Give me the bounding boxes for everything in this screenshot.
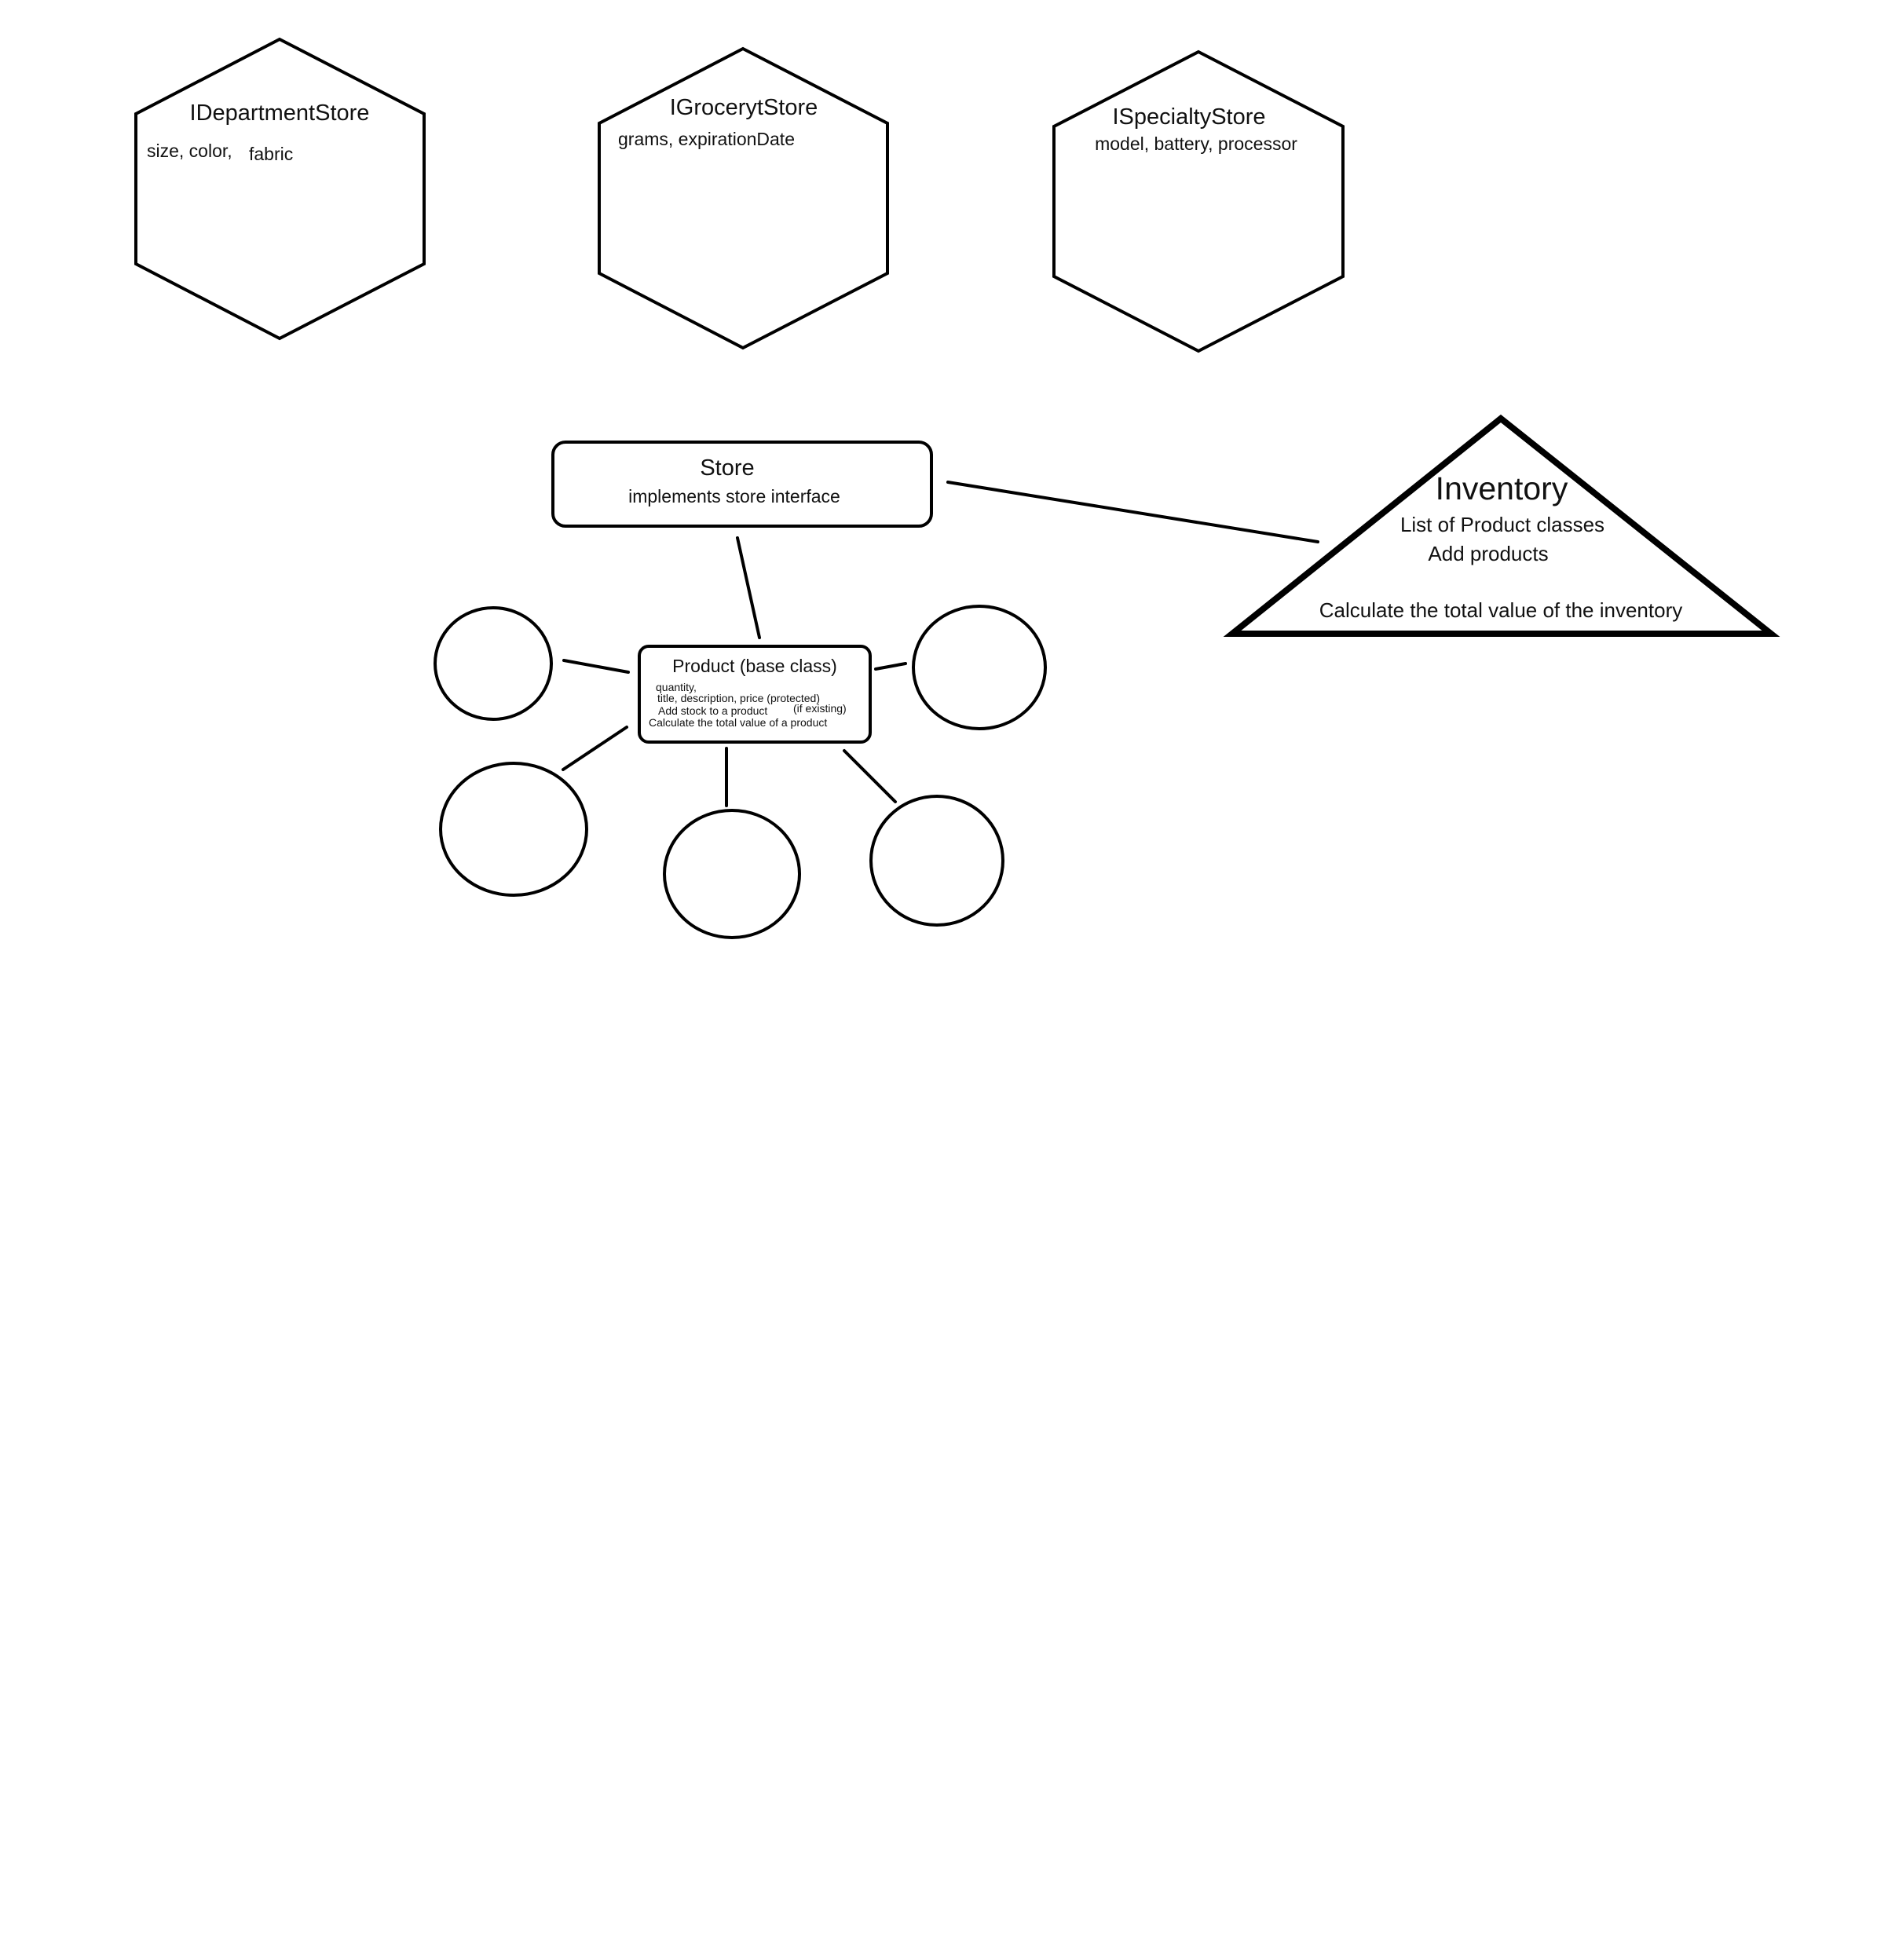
subclass-circle xyxy=(663,809,801,939)
store-title: Store xyxy=(700,455,754,481)
product-line: title, description, price (protected) xyxy=(657,692,820,704)
product-box xyxy=(638,645,872,744)
interface-attributes: grams, expirationDate xyxy=(618,129,795,149)
inventory-title: Inventory xyxy=(1436,470,1568,506)
product-line: quantity, xyxy=(656,681,697,693)
interface-attributes-extra: fabric xyxy=(249,144,293,164)
store-inventory-connector xyxy=(946,481,1319,543)
interface-name: ISpecialtyStore xyxy=(1112,104,1265,130)
inventory-triangle xyxy=(1223,414,1780,637)
inventory-line: List of Product classes xyxy=(1400,513,1604,536)
store-box xyxy=(551,441,933,528)
subclass-circle xyxy=(912,605,1047,730)
product-line-note: (if existing) xyxy=(793,702,847,715)
product-class: Product (base class) quantity, title, de… xyxy=(638,645,872,744)
interface-idepartmentstore: IDepartmentStore size, color, fabric xyxy=(134,37,426,341)
subclass-circle xyxy=(434,606,553,721)
product-subclass-connector xyxy=(843,749,897,803)
product-line: Calculate the total value of a product xyxy=(649,716,827,729)
product-subclass-connector xyxy=(562,726,628,771)
interface-name: IDepartmentStore xyxy=(190,101,370,126)
product-line: Add stock to a product xyxy=(658,704,767,717)
product-subclass-connector xyxy=(562,659,630,674)
product-title: Product (base class) xyxy=(672,656,837,676)
subclass-circle xyxy=(439,762,588,897)
interface-ispecialtystore: ISpecialtyStore model, battery, processo… xyxy=(1052,49,1345,353)
interface-attributes: model, battery, processor xyxy=(1095,133,1297,154)
interface-igrocerytstore: IGrocerytStore grams, expirationDate xyxy=(598,46,889,350)
inventory-class: Inventory List of Product classes Add pr… xyxy=(1223,414,1780,637)
interface-name: IGrocerytStore xyxy=(670,95,818,120)
store-subtitle: implements store interface xyxy=(628,486,840,506)
product-subclass-connector xyxy=(874,662,907,671)
hexagon-shape xyxy=(1052,49,1345,353)
hexagon-shape xyxy=(134,37,426,341)
subclass-circle xyxy=(869,795,1004,927)
hexagon-shape xyxy=(598,46,889,350)
inventory-line: Add products xyxy=(1428,542,1548,565)
store-product-connector xyxy=(736,536,761,639)
interface-attributes: size, color, xyxy=(147,141,232,161)
store-class: Store implements store interface xyxy=(551,441,933,528)
inventory-line: Calculate the total value of the invento… xyxy=(1319,598,1683,622)
